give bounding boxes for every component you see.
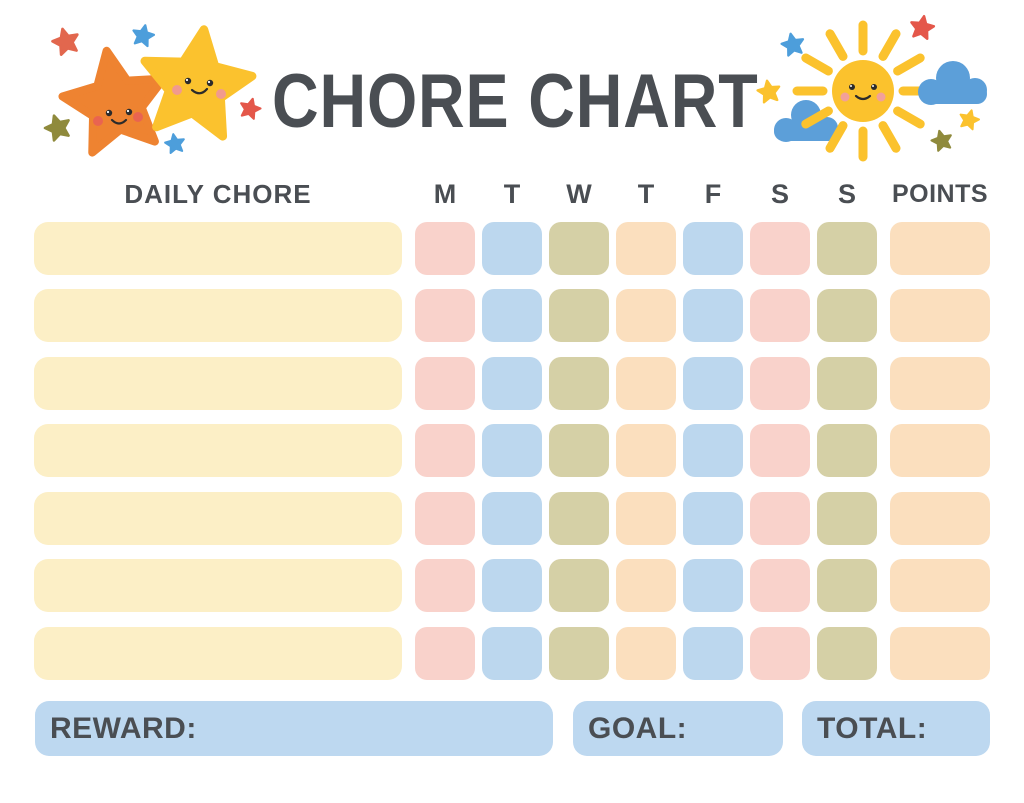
day-cell[interactable] (549, 627, 609, 680)
smiling-sun-icon (832, 60, 894, 122)
day-cell[interactable] (817, 222, 877, 275)
day-cell[interactable] (482, 627, 542, 680)
chore-name-cell[interactable] (34, 289, 402, 342)
column-header-saturday: S (770, 179, 789, 209)
day-cell[interactable] (750, 492, 810, 545)
goal-label: GOAL: (588, 711, 688, 745)
points-cell[interactable] (890, 559, 990, 612)
points-cell[interactable] (890, 424, 990, 477)
day-cell[interactable] (415, 627, 475, 680)
day-cell[interactable] (750, 424, 810, 477)
chore-row (0, 222, 1024, 275)
day-cell[interactable] (482, 289, 542, 342)
day-cell[interactable] (616, 424, 676, 477)
day-cell[interactable] (549, 357, 609, 410)
day-cell[interactable] (817, 357, 877, 410)
total-panel[interactable]: TOTAL: (802, 701, 990, 756)
day-cell[interactable] (415, 289, 475, 342)
day-cell[interactable] (415, 492, 475, 545)
chore-name-cell[interactable] (34, 559, 402, 612)
column-header-wednesday: W (566, 179, 592, 209)
page-title: CHORE CHART (271, 58, 759, 144)
day-cell[interactable] (482, 559, 542, 612)
day-cell[interactable] (482, 424, 542, 477)
column-header-monday: M (433, 179, 457, 209)
sun-clouds-decoration (755, 13, 987, 162)
day-cell[interactable] (817, 424, 877, 477)
day-cell[interactable] (750, 222, 810, 275)
chore-row (0, 559, 1024, 612)
day-cell[interactable] (482, 222, 542, 275)
day-cell[interactable] (683, 627, 743, 680)
total-label: TOTAL: (817, 711, 928, 745)
chore-name-cell[interactable] (34, 357, 402, 410)
day-cell[interactable] (616, 357, 676, 410)
day-cell[interactable] (683, 289, 743, 342)
chore-row (0, 627, 1024, 680)
chore-name-cell[interactable] (34, 424, 402, 477)
day-cell[interactable] (616, 222, 676, 275)
chore-row (0, 289, 1024, 342)
blue-cloud-right-icon (918, 61, 987, 105)
big-yellow-star-icon (136, 22, 258, 139)
column-header-thursday: T (637, 179, 655, 209)
points-cell[interactable] (890, 627, 990, 680)
day-cell[interactable] (683, 424, 743, 477)
stars-decoration (40, 12, 264, 170)
day-cell[interactable] (415, 357, 475, 410)
day-cell[interactable] (750, 627, 810, 680)
chore-name-cell[interactable] (34, 627, 402, 680)
points-cell[interactable] (890, 492, 990, 545)
column-header-points: POINTS (891, 180, 989, 208)
day-cell[interactable] (750, 559, 810, 612)
chore-row (0, 492, 1024, 545)
day-cell[interactable] (482, 492, 542, 545)
day-cell[interactable] (616, 492, 676, 545)
points-cell[interactable] (890, 222, 990, 275)
day-cell[interactable] (549, 289, 609, 342)
day-cell[interactable] (549, 492, 609, 545)
chore-name-cell[interactable] (34, 222, 402, 275)
big-orange-star-icon (56, 42, 174, 156)
blue-cloud-left-icon (774, 100, 839, 142)
day-cell[interactable] (549, 424, 609, 477)
day-cell[interactable] (415, 424, 475, 477)
column-header-sunday: S (837, 179, 856, 209)
chore-row (0, 424, 1024, 477)
day-cell[interactable] (616, 559, 676, 612)
day-cell[interactable] (482, 357, 542, 410)
reward-label: REWARD: (50, 711, 197, 745)
chore-name-cell[interactable] (34, 492, 402, 545)
day-cell[interactable] (750, 357, 810, 410)
goal-panel[interactable]: GOAL: (573, 701, 783, 756)
day-cell[interactable] (817, 627, 877, 680)
day-cell[interactable] (616, 627, 676, 680)
day-cell[interactable] (549, 222, 609, 275)
day-cell[interactable] (549, 559, 609, 612)
day-cell[interactable] (817, 492, 877, 545)
points-cell[interactable] (890, 357, 990, 410)
column-header-daily-chore: DAILY CHORE (124, 179, 312, 209)
day-cell[interactable] (683, 222, 743, 275)
points-cell[interactable] (890, 289, 990, 342)
day-cell[interactable] (683, 559, 743, 612)
day-cell[interactable] (817, 559, 877, 612)
chore-row (0, 357, 1024, 410)
column-header-friday: F (704, 179, 722, 209)
day-cell[interactable] (415, 559, 475, 612)
day-cell[interactable] (616, 289, 676, 342)
day-cell[interactable] (683, 492, 743, 545)
day-cell[interactable] (817, 289, 877, 342)
day-cell[interactable] (415, 222, 475, 275)
reward-panel[interactable]: REWARD: (35, 701, 553, 756)
day-cell[interactable] (750, 289, 810, 342)
day-cell[interactable] (683, 357, 743, 410)
column-header-tuesday: T (503, 179, 521, 209)
